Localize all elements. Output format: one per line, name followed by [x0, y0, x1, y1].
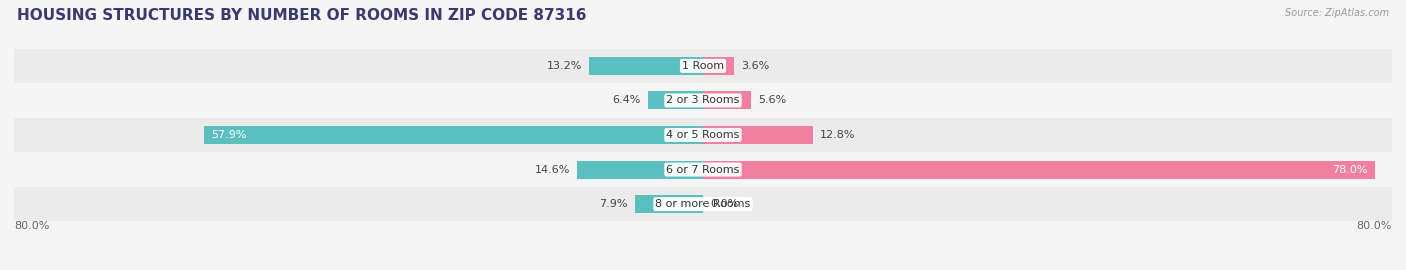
Text: 80.0%: 80.0% [14, 221, 49, 231]
Bar [14, 152, 1392, 187]
Text: HOUSING STRUCTURES BY NUMBER OF ROOMS IN ZIP CODE 87316: HOUSING STRUCTURES BY NUMBER OF ROOMS IN… [17, 8, 586, 23]
Bar [14, 83, 1392, 118]
Text: 78.0%: 78.0% [1333, 164, 1368, 175]
Bar [14, 187, 1392, 221]
Bar [589, 57, 703, 75]
Bar [648, 92, 703, 109]
Bar [703, 92, 751, 109]
Text: 7.9%: 7.9% [599, 199, 628, 209]
Text: 4 or 5 Rooms: 4 or 5 Rooms [666, 130, 740, 140]
Bar [636, 195, 703, 213]
Text: 1 Room: 1 Room [682, 61, 724, 71]
Bar [703, 126, 813, 144]
Bar [204, 126, 703, 144]
Bar [14, 118, 1392, 152]
Text: 57.9%: 57.9% [211, 130, 247, 140]
Text: 5.6%: 5.6% [758, 95, 786, 106]
Text: 2 or 3 Rooms: 2 or 3 Rooms [666, 95, 740, 106]
Text: 3.6%: 3.6% [741, 61, 769, 71]
Text: 80.0%: 80.0% [1357, 221, 1392, 231]
Legend: Owner-occupied, Renter-occupied: Owner-occupied, Renter-occupied [579, 266, 827, 270]
Bar [14, 49, 1392, 83]
Text: Source: ZipAtlas.com: Source: ZipAtlas.com [1285, 8, 1389, 18]
Text: 12.8%: 12.8% [820, 130, 856, 140]
Text: 6 or 7 Rooms: 6 or 7 Rooms [666, 164, 740, 175]
Bar [703, 161, 1375, 178]
Bar [578, 161, 703, 178]
Bar [703, 57, 734, 75]
Text: 6.4%: 6.4% [613, 95, 641, 106]
Text: 0.0%: 0.0% [710, 199, 738, 209]
Text: 13.2%: 13.2% [547, 61, 582, 71]
Text: 8 or more Rooms: 8 or more Rooms [655, 199, 751, 209]
Text: 14.6%: 14.6% [536, 164, 571, 175]
